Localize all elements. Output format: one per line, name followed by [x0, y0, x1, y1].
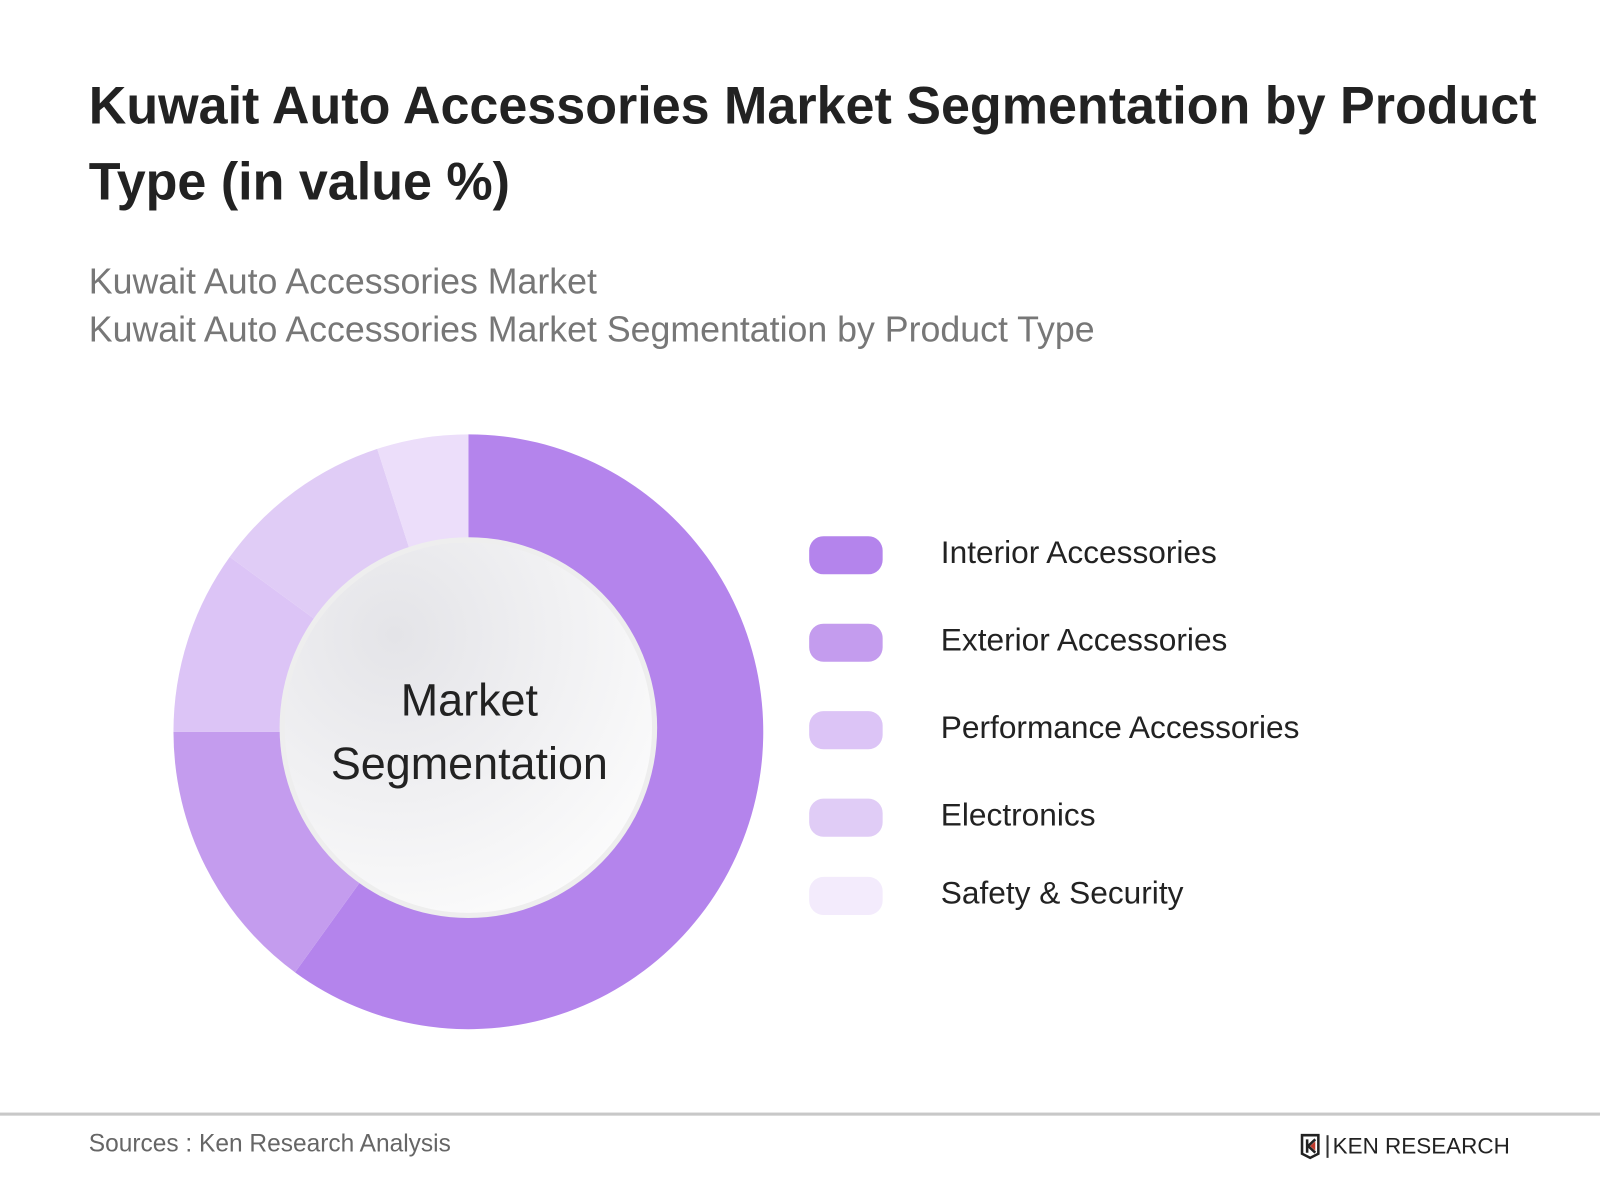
legend-swatch — [809, 536, 883, 575]
subtitle-line-2: Kuwait Auto Accessories Market Segmentat… — [88, 309, 1095, 350]
center-label-line-1: Market — [400, 675, 538, 726]
legend-swatch — [809, 623, 883, 662]
legend-label: Exterior Accessories — [940, 621, 1228, 658]
ken-research-logo: KEN RESEARCH — [1300, 1133, 1510, 1160]
legend-swatch — [809, 798, 883, 837]
logo-text: KEN RESEARCH — [1332, 1133, 1510, 1159]
legend-label: Performance Accessories — [940, 709, 1300, 746]
page-title: Kuwait Auto Accessories Market Segmentat… — [88, 76, 1537, 211]
ken-logo-icon — [1300, 1133, 1320, 1160]
legend-swatch — [809, 711, 883, 750]
source-note: Sources : Ken Research Analysis — [88, 1130, 451, 1158]
center-circle — [284, 542, 653, 913]
center-label: Market Segmentation — [286, 669, 653, 797]
legend-swatch — [809, 876, 883, 915]
subtitle-line-1: Kuwait Auto Accessories Market — [88, 261, 597, 302]
legend-label: Safety & Security — [940, 874, 1184, 911]
legend-label: Interior Accessories — [940, 534, 1217, 571]
legend-label: Electronics — [940, 796, 1096, 833]
footer-divider — [0, 1112, 1600, 1116]
logo-separator — [1326, 1135, 1329, 1158]
center-label-line-2: Segmentation — [330, 738, 608, 790]
